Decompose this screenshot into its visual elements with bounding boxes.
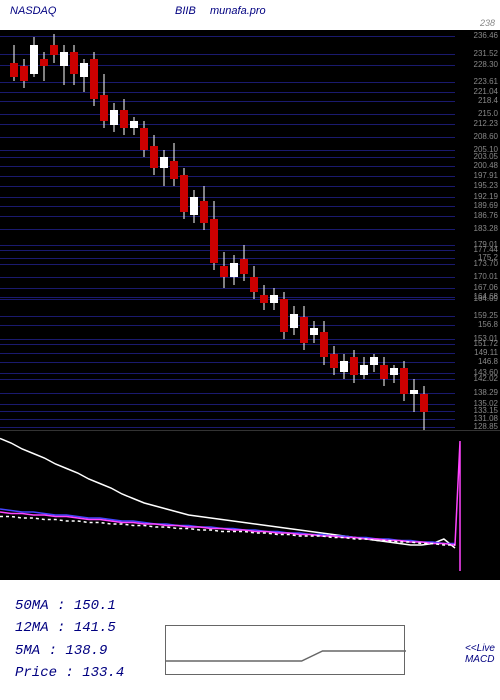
grid-line (0, 258, 455, 259)
grid-line (0, 362, 455, 363)
grid-line (0, 288, 455, 289)
grid-line (0, 427, 455, 428)
macd-inset-chart (165, 625, 405, 675)
ma50-row: 50MA : 150.1 (15, 595, 485, 617)
ma50-value: 150.1 (74, 598, 116, 614)
macd-line (166, 626, 406, 676)
grid-line (0, 114, 455, 115)
grid-line (0, 297, 455, 298)
y-axis-label: 156.8 (478, 321, 498, 329)
y-axis-label: 183.28 (474, 225, 498, 233)
chart-header: NASDAQ BIIB munafa.pro (0, 0, 500, 30)
indicator-panel[interactable] (0, 430, 500, 580)
grid-line (0, 404, 455, 405)
y-axis-label: 159.25 (474, 312, 498, 320)
grid-line (0, 54, 455, 55)
y-axis-label: 173.70 (474, 260, 498, 268)
ma12-label: 12MA : (15, 620, 65, 636)
grid-line (0, 339, 455, 340)
grid-line (0, 216, 455, 217)
grid-line (0, 344, 455, 345)
grid-line (0, 92, 455, 93)
y-axis-label: 228.30 (474, 61, 498, 69)
y-axis-label: 186.76 (474, 212, 498, 220)
y-axis-label: 221.04 (474, 88, 498, 96)
grid-line (0, 150, 455, 151)
y-axis-label: 200.48 (474, 162, 498, 170)
y-axis-label: 189.69 (474, 202, 498, 210)
grid-line (0, 82, 455, 83)
y-axis-label: 231.52 (474, 50, 498, 58)
grid-line (0, 379, 455, 380)
y-axis-label: 142.02 (474, 375, 498, 383)
y-axis-label: 215.0 (478, 110, 498, 118)
y-axis-label: 195.23 (474, 182, 498, 190)
live-text: <<Live (465, 643, 495, 654)
y-axis-label: 197.91 (474, 172, 498, 180)
y-axis-label: 146.8 (478, 358, 498, 366)
y-axis-label: 203.05 (474, 153, 498, 161)
y-axis-label: 151.72 (474, 340, 498, 348)
ticker-label: BIIB (175, 5, 196, 17)
price-label: Price : (15, 665, 74, 681)
y-axis-label: 236.46 (474, 32, 498, 40)
ma50-label: 50MA : (15, 598, 65, 614)
grid-line (0, 137, 455, 138)
y-axis-label: 192.19 (474, 193, 498, 201)
grid-line (0, 325, 455, 326)
source-label: munafa.pro (210, 5, 266, 17)
ma5-value: 138.9 (65, 643, 107, 659)
y-axis-label: 138.29 (474, 389, 498, 397)
stats-panel: 50MA : 150.1 12MA : 141.5 5MA : 138.9 Pr… (0, 580, 500, 700)
stock-chart-container: NASDAQ BIIB munafa.pro 238 236.46 231.52 2… (0, 0, 500, 700)
grid-line (0, 316, 455, 317)
grid-line (0, 206, 455, 207)
y-axis-label: 223.61 (474, 78, 498, 86)
grid-line (0, 411, 455, 412)
ma5-label: 5MA : (15, 643, 57, 659)
grid-line (0, 65, 455, 66)
exchange-label: NASDAQ (10, 5, 56, 17)
grid-line (0, 353, 455, 354)
price-value: 133.4 (82, 665, 124, 681)
grid-line (0, 166, 455, 167)
y-axis-label: 212.23 (474, 120, 498, 128)
chart-top-value: 238 (480, 18, 495, 28)
indicator-lines (0, 431, 500, 581)
main-candlestick-chart[interactable]: 238 236.46231.52228.30223.61221.04218.42… (0, 30, 500, 430)
grid-line (0, 157, 455, 158)
grid-line (0, 250, 455, 251)
grid-line (0, 124, 455, 125)
grid-line (0, 176, 455, 177)
macd-text: MACD (465, 654, 494, 665)
grid-line (0, 264, 455, 265)
grid-line (0, 101, 455, 102)
grid-line (0, 299, 455, 300)
y-axis-label: 170.01 (474, 273, 498, 281)
grid-line (0, 393, 455, 394)
y-axis-label: 164.09 (474, 295, 498, 303)
y-axis-label: 208.60 (474, 133, 498, 141)
live-macd-label: <<Live MACD (465, 643, 495, 665)
grid-line (0, 197, 455, 198)
grid-line (0, 419, 455, 420)
grid-line (0, 245, 455, 246)
y-axis-label: 218.4 (478, 97, 498, 105)
grid-line (0, 36, 455, 37)
grid-line (0, 186, 455, 187)
ma12-value: 141.5 (74, 620, 116, 636)
grid-line (0, 277, 455, 278)
grid-line (0, 229, 455, 230)
